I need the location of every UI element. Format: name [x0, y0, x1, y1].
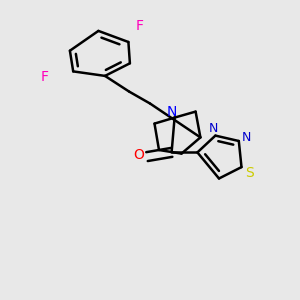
Text: S: S	[244, 166, 253, 180]
Text: F: F	[136, 19, 143, 32]
Text: O: O	[133, 148, 144, 162]
Text: N: N	[242, 131, 251, 144]
Text: N: N	[167, 105, 177, 118]
Text: F: F	[41, 70, 49, 84]
Text: N: N	[209, 122, 219, 135]
